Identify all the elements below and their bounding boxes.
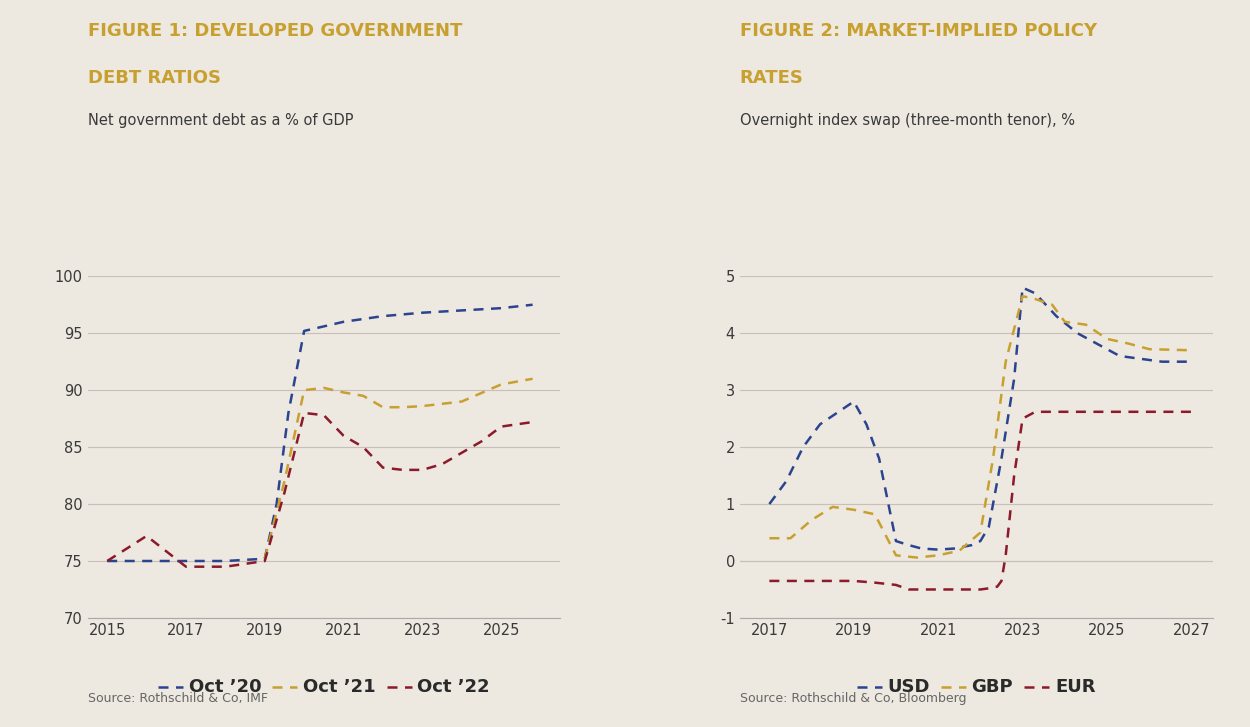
Text: FIGURE 1: DEVELOPED GOVERNMENT: FIGURE 1: DEVELOPED GOVERNMENT: [88, 22, 462, 40]
Text: FIGURE 2: MARKET-IMPLIED POLICY: FIGURE 2: MARKET-IMPLIED POLICY: [740, 22, 1098, 40]
Text: DEBT RATIOS: DEBT RATIOS: [88, 69, 220, 87]
Text: Net government debt as a % of GDP: Net government debt as a % of GDP: [88, 113, 352, 128]
Text: Source: Rothschild & Co, Bloomberg: Source: Rothschild & Co, Bloomberg: [740, 692, 966, 705]
Text: Source: Rothschild & Co, IMF: Source: Rothschild & Co, IMF: [88, 692, 268, 705]
Legend: USD, GBP, EUR: USD, GBP, EUR: [851, 672, 1101, 702]
Text: Overnight index swap (three-month tenor), %: Overnight index swap (three-month tenor)…: [740, 113, 1075, 128]
Text: RATES: RATES: [740, 69, 804, 87]
Legend: Oct ’20, Oct ’21, Oct ’22: Oct ’20, Oct ’21, Oct ’22: [152, 672, 495, 702]
